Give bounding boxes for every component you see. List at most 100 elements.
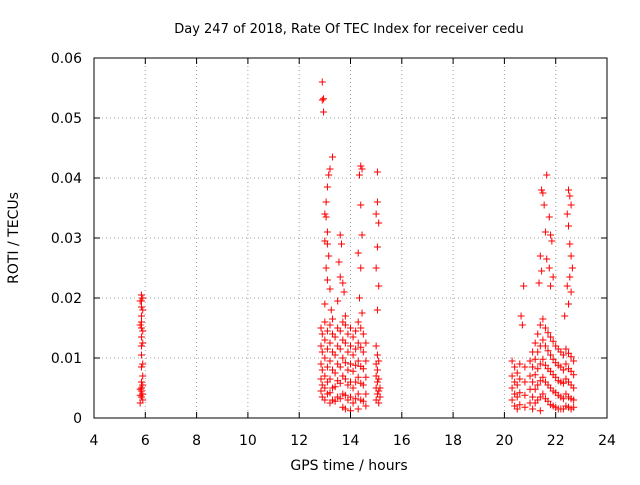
data-point <box>320 95 328 103</box>
data-point <box>355 294 363 302</box>
data-point <box>320 108 328 116</box>
data-point <box>349 351 357 359</box>
data-point <box>373 243 381 251</box>
data-point <box>137 333 145 341</box>
data-point <box>541 342 549 350</box>
data-point <box>137 363 145 371</box>
x-tick-label: 12 <box>290 433 308 449</box>
data-point <box>326 285 334 293</box>
data-point <box>317 387 325 395</box>
data-point <box>317 342 325 350</box>
data-point <box>520 282 528 290</box>
data-point <box>137 312 145 320</box>
data-point <box>548 237 556 245</box>
data-point <box>373 378 381 386</box>
data-point <box>323 183 331 191</box>
data-point <box>539 189 547 197</box>
data-point <box>331 383 339 391</box>
data-point <box>327 306 335 314</box>
data-point <box>373 366 381 374</box>
data-point <box>536 252 544 260</box>
data-point <box>517 312 525 320</box>
data-point <box>566 240 574 248</box>
data-point <box>344 366 352 374</box>
data-point <box>331 397 339 405</box>
data-point <box>323 228 331 236</box>
data-point <box>539 373 547 381</box>
data-point <box>354 339 362 347</box>
data-point <box>567 353 575 361</box>
data-point <box>352 361 360 369</box>
data-point <box>326 339 334 347</box>
data-point <box>359 348 367 356</box>
data-point <box>136 385 144 393</box>
data-point <box>552 373 560 381</box>
data-point <box>326 321 334 329</box>
data-point <box>318 366 326 374</box>
data-point <box>341 391 349 399</box>
data-point <box>362 390 370 398</box>
data-point <box>323 345 331 353</box>
data-point <box>323 240 331 248</box>
data-point <box>322 198 330 206</box>
data-point <box>139 327 147 335</box>
data-point <box>341 375 349 383</box>
data-point <box>547 282 555 290</box>
data-point <box>372 264 380 272</box>
data-point <box>539 355 547 363</box>
data-point <box>340 288 348 296</box>
data-point <box>543 255 551 263</box>
data-point <box>335 258 343 266</box>
data-point <box>352 395 360 403</box>
data-point <box>547 351 555 359</box>
y-tick-label: 0.06 <box>51 51 82 67</box>
data-point <box>531 385 539 393</box>
data-point <box>352 327 360 335</box>
data-point <box>535 279 543 287</box>
data-point <box>347 360 354 368</box>
data-point <box>544 397 552 405</box>
chart-title: Day 247 of 2018, Rate Of TEC Index for r… <box>174 22 524 37</box>
data-point <box>516 389 524 397</box>
data-point <box>513 405 521 413</box>
data-point <box>559 379 567 387</box>
data-point <box>347 342 354 350</box>
data-point <box>538 186 546 194</box>
data-point <box>565 186 573 194</box>
data-point <box>375 282 383 290</box>
data-point <box>570 357 578 365</box>
data-point <box>323 276 331 284</box>
data-point <box>352 378 360 386</box>
data-point <box>540 201 548 209</box>
x-tick-label: 24 <box>598 433 616 449</box>
data-point <box>534 330 542 338</box>
data-point <box>567 201 575 209</box>
data-point <box>375 219 383 227</box>
data-point <box>539 315 547 323</box>
data-point <box>137 378 145 386</box>
data-point <box>139 306 147 314</box>
data-point <box>321 210 329 218</box>
data-point <box>322 213 330 221</box>
data-point <box>336 273 344 281</box>
data-point <box>341 359 349 367</box>
data-point <box>521 391 529 399</box>
data-point <box>521 403 529 411</box>
data-point <box>357 324 365 332</box>
data-point <box>513 381 521 389</box>
data-point <box>336 231 344 239</box>
data-point <box>325 252 333 260</box>
data-point <box>373 351 381 359</box>
data-point <box>559 366 567 374</box>
data-point <box>375 387 383 395</box>
data-point <box>317 375 325 383</box>
data-point <box>570 396 578 404</box>
data-point <box>372 210 380 218</box>
data-point <box>354 390 362 398</box>
data-point <box>323 363 331 371</box>
data-point <box>336 363 344 371</box>
data-point <box>136 391 144 399</box>
data-point <box>513 393 521 401</box>
data-point <box>137 342 145 350</box>
